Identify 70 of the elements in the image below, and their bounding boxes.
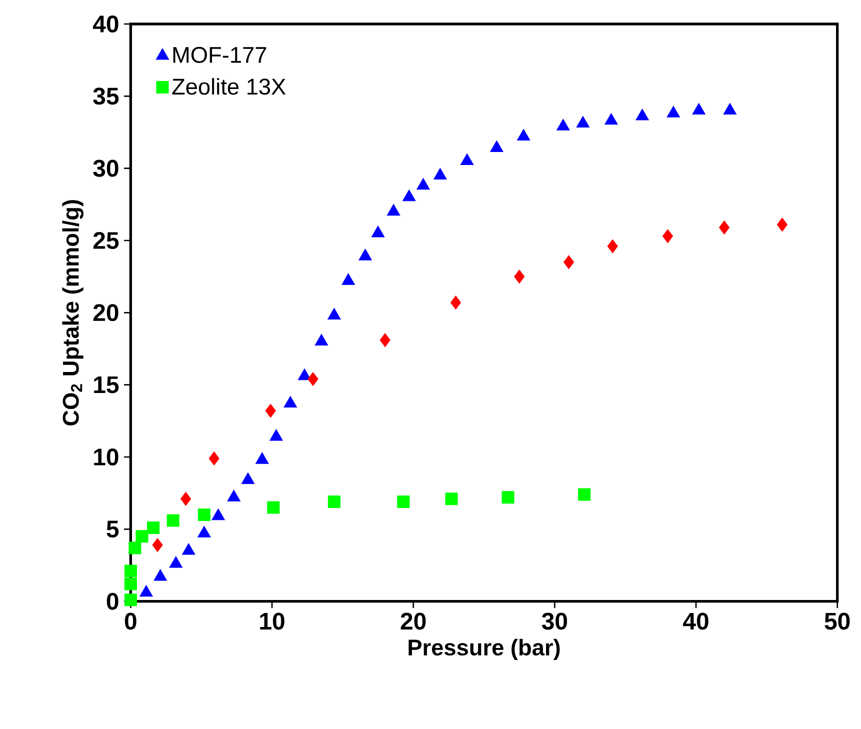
point: [386, 204, 400, 216]
point: [152, 538, 163, 552]
x-tick-label: 30: [542, 612, 568, 630]
point: [450, 295, 462, 310]
legend-label: Zeolite 13X: [172, 78, 286, 95]
legend-label: MOF-177: [173, 46, 266, 63]
point: [556, 118, 570, 130]
point: [516, 128, 530, 140]
point: [308, 372, 318, 386]
point: [328, 495, 340, 508]
point: [718, 220, 730, 234]
x-tick-label: 20: [400, 612, 426, 630]
point: [397, 495, 410, 508]
point: [776, 218, 788, 232]
y-tick-label: 30: [93, 160, 118, 177]
point: [371, 226, 385, 238]
y-tick-label: 15: [94, 376, 119, 394]
y-tick-label: 10: [94, 448, 118, 466]
point: [298, 368, 312, 380]
point: [136, 530, 148, 542]
x-tick-label: 10: [260, 612, 284, 630]
point: [490, 140, 504, 152]
point: [227, 490, 240, 502]
x-tick-label: 0: [124, 612, 136, 630]
point: [128, 542, 142, 554]
point: [166, 514, 180, 527]
point: [284, 396, 297, 408]
point: [147, 521, 160, 534]
y-tick-label: 40: [92, 15, 118, 32]
point: [328, 308, 341, 320]
point: [578, 488, 591, 501]
point: [514, 269, 525, 284]
point: [607, 239, 618, 254]
point: [723, 102, 737, 114]
point: [358, 248, 372, 260]
x-axis-title: Pressure (bar): [408, 638, 560, 660]
point: [255, 452, 269, 464]
point: [666, 106, 680, 118]
point: [380, 332, 390, 347]
y-tick-label: 35: [93, 87, 119, 105]
y-tick-label: 0: [106, 592, 118, 610]
point: [662, 229, 673, 243]
point: [124, 564, 137, 578]
point: [267, 501, 280, 514]
point: [314, 334, 328, 346]
point: [208, 451, 220, 466]
point: [460, 153, 474, 165]
point: [434, 168, 447, 180]
point: [402, 189, 416, 201]
y-tick-label: 5: [106, 520, 119, 538]
point: [198, 508, 210, 521]
point: [265, 404, 276, 418]
point: [124, 593, 137, 606]
point: [636, 108, 649, 120]
point: [692, 102, 706, 114]
point: [564, 255, 574, 269]
x-tick-label: 50: [824, 612, 850, 630]
point: [124, 578, 137, 590]
y-tick-label: 25: [93, 232, 119, 249]
point: [576, 116, 590, 128]
point: [416, 178, 430, 190]
x-tick-label: 40: [683, 612, 708, 630]
point: [180, 492, 192, 506]
point: [445, 492, 458, 505]
point: [502, 490, 514, 504]
y-axis-title: CO$_{2}$ Uptake (mmol/g): [62, 200, 84, 426]
y-tick-label: 20: [93, 304, 118, 321]
point: [270, 429, 283, 441]
point: [604, 112, 618, 124]
point: [342, 273, 355, 285]
